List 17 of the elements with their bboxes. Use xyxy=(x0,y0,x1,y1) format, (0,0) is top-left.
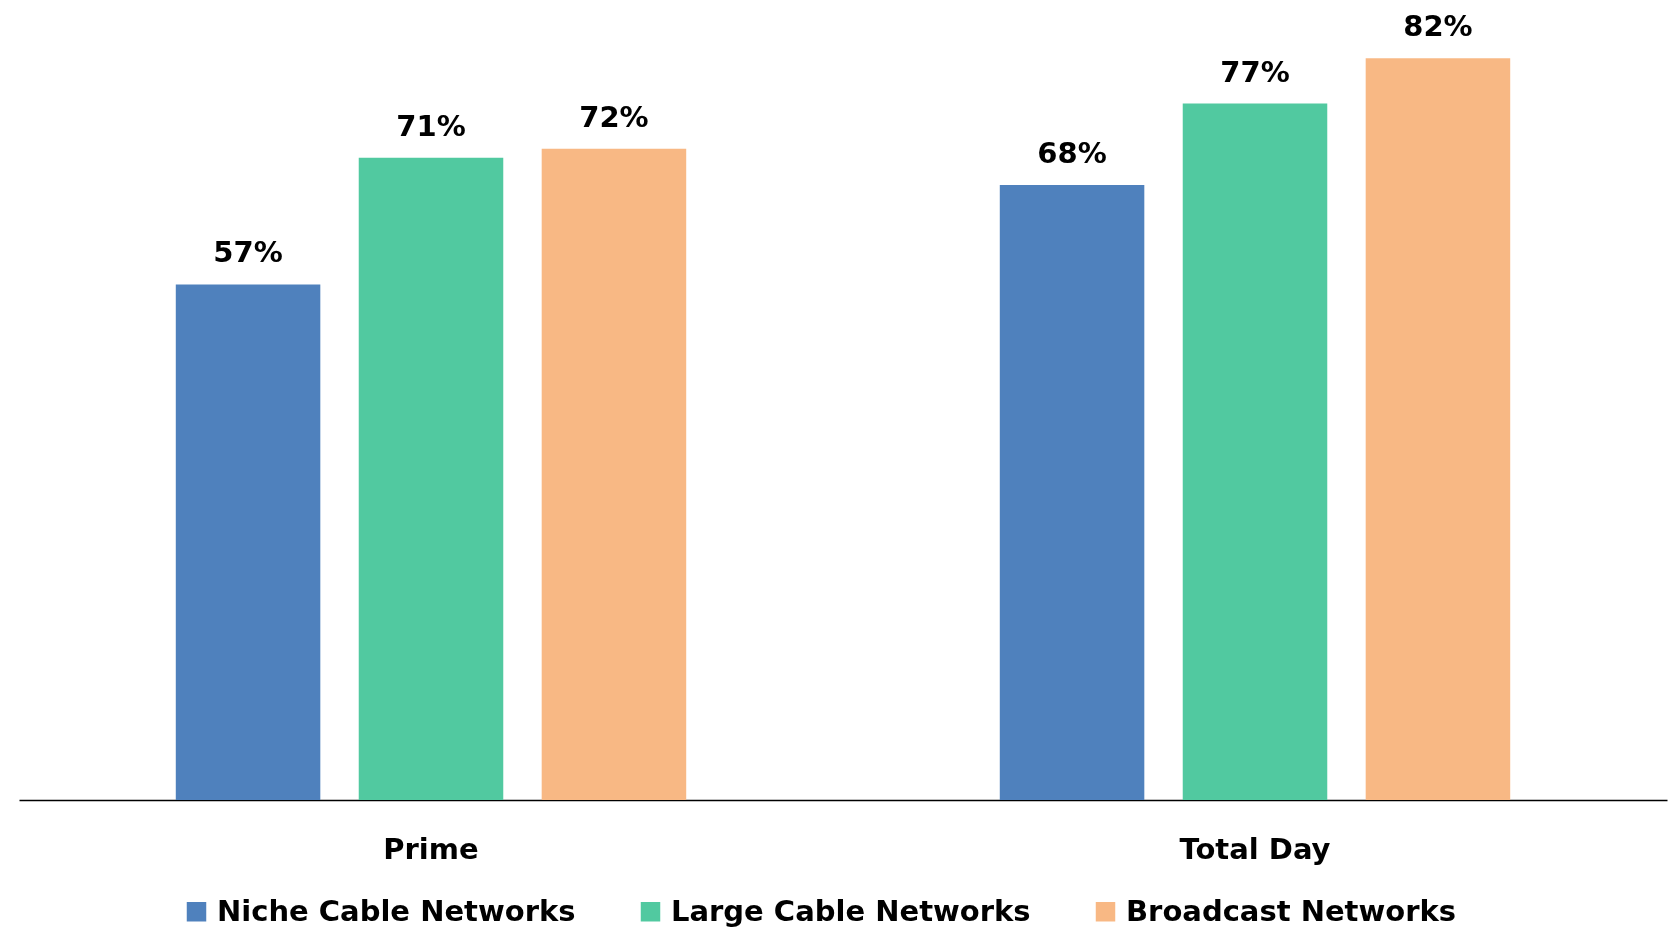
bar xyxy=(999,184,1145,800)
data-label: 82% xyxy=(1403,9,1473,44)
data-label: 57% xyxy=(213,235,283,270)
legend-label: Large Cable Networks xyxy=(671,893,1031,928)
legend-label: Broadcast Networks xyxy=(1126,893,1457,928)
bar xyxy=(358,157,504,800)
legend-label: Niche Cable Networks xyxy=(217,893,576,928)
x-tick-label: Total Day xyxy=(1179,831,1331,866)
data-label: 72% xyxy=(579,99,649,134)
data-label: 77% xyxy=(1220,54,1290,89)
data-label: 68% xyxy=(1037,135,1107,170)
x-tick-label: Prime xyxy=(383,831,479,866)
data-label: 71% xyxy=(396,108,466,143)
bar xyxy=(541,148,687,800)
bar xyxy=(1182,103,1328,800)
bar xyxy=(175,284,321,800)
bar xyxy=(1365,58,1511,800)
